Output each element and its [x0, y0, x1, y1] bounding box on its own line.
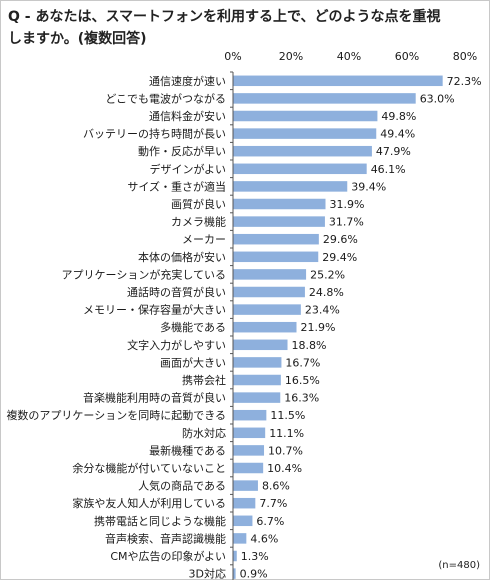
value-label: 16.3% [284, 392, 319, 405]
category-label: メモリー・保存容量が大きい [83, 303, 226, 317]
value-label: 29.4% [322, 251, 357, 264]
category-label: 本体の価格が安い [138, 250, 226, 264]
value-label: 25.2% [310, 268, 345, 281]
bar [233, 515, 253, 527]
bar [233, 145, 372, 157]
value-label: 49.8% [381, 110, 416, 123]
bar [233, 497, 256, 509]
category-label: 通話時の音質が良い [127, 285, 226, 299]
sample-size-note: (n=480) [438, 560, 480, 571]
bar [233, 93, 416, 104]
category-label: 携帯電話と同じような機能 [94, 514, 226, 528]
category-label: バッテリーの持ち時間が長い [83, 127, 226, 141]
bar [233, 304, 301, 315]
category-label: 複数のアプリケーションを同時に起動できる [6, 408, 226, 422]
category-label: 最新機種である [149, 443, 226, 457]
bar [233, 480, 258, 491]
bar [233, 392, 281, 403]
bar [233, 339, 288, 351]
value-label: 11.5% [270, 409, 305, 422]
value-label: 49.4% [380, 128, 415, 141]
bar [233, 216, 325, 227]
value-label: 31.7% [329, 216, 364, 229]
category-label: カメラ機能 [171, 215, 226, 229]
category-label: アプリケーションが充実している [62, 267, 226, 281]
chart-title: Q - あなたは、スマートフォンを利用する上で、どのような点を重視 しますか。(… [8, 6, 448, 50]
bar [233, 533, 247, 544]
category-label: 携帯会社 [182, 373, 226, 387]
chart-title-line2: しますか。(複数回答) [8, 31, 147, 47]
category-label: 防水対応 [182, 426, 226, 440]
bar [233, 198, 326, 210]
value-label: 0.9% [240, 568, 268, 580]
bar [233, 163, 367, 175]
category-label: 余分な機能が付いていないこと [72, 461, 226, 475]
bar [233, 427, 266, 439]
value-label: 24.8% [309, 286, 344, 299]
category-label: 通信速度が速い [149, 74, 226, 88]
category-label: 通信料金が安い [149, 109, 226, 123]
category-label: 画質が良い [171, 197, 226, 211]
category-label: どこでも電波がつながる [105, 91, 226, 105]
bar [233, 286, 305, 298]
x-tick-label: 0% [224, 50, 241, 63]
x-tick-label: 60% [395, 50, 419, 63]
bar [233, 374, 281, 386]
value-label: 7.7% [259, 497, 287, 510]
value-label: 11.1% [269, 427, 304, 440]
bar [233, 357, 282, 368]
bar [233, 128, 377, 139]
bar [233, 269, 307, 280]
bar [233, 251, 319, 263]
value-label: 21.9% [301, 321, 336, 334]
category-label: 文字入力がしやすい [127, 338, 226, 352]
category-label: 人気の商品である [138, 479, 226, 493]
bar [233, 462, 264, 474]
value-label: 39.4% [351, 180, 386, 193]
value-label: 16.7% [285, 356, 320, 369]
bar [233, 321, 297, 333]
bar [233, 550, 237, 562]
category-label: 画面が大きい [160, 355, 226, 369]
bar [233, 233, 319, 245]
value-label: 4.6% [250, 532, 278, 545]
category-label: デザインがよい [150, 162, 226, 176]
chart-title-line1: Q - あなたは、スマートフォンを利用する上で、どのような点を重視 [8, 9, 441, 25]
x-tick-label: 80% [453, 50, 477, 63]
category-label: サイズ・重さが適当 [127, 179, 226, 193]
value-label: 1.3% [241, 550, 269, 563]
value-label: 16.5% [285, 374, 320, 387]
x-tick-label: 40% [337, 50, 361, 63]
x-tick-label: 20% [279, 50, 303, 63]
category-label: 動作・反応が早い [138, 144, 226, 158]
value-label: 47.9% [376, 145, 411, 158]
bar [233, 445, 265, 456]
category-label: 音楽機能利用時の音質が良い [83, 391, 226, 405]
bar [233, 110, 378, 122]
value-label: 10.7% [268, 444, 303, 457]
value-label: 6.7% [256, 515, 284, 528]
value-label: 31.9% [330, 198, 365, 211]
category-label: 家族や友人知人が利用している [72, 496, 226, 510]
bar [233, 75, 443, 87]
value-label: 46.1% [371, 163, 406, 176]
bar [233, 181, 348, 192]
value-label: 72.3% [447, 75, 482, 88]
category-label: 音声検索、音声認識機能 [105, 531, 226, 545]
value-label: 8.6% [262, 480, 290, 493]
value-label: 10.4% [267, 462, 302, 475]
bar [233, 568, 236, 579]
value-label: 29.6% [323, 233, 358, 246]
category-label: CMや広告の印象がよい [110, 549, 226, 563]
value-label: 18.8% [292, 339, 327, 352]
category-label: 多機能である [160, 320, 226, 334]
value-label: 63.0% [420, 92, 455, 105]
category-label: 3D対応 [189, 567, 226, 580]
bar [233, 409, 267, 421]
category-label: メーカー [182, 233, 226, 246]
value-label: 23.4% [305, 304, 340, 317]
